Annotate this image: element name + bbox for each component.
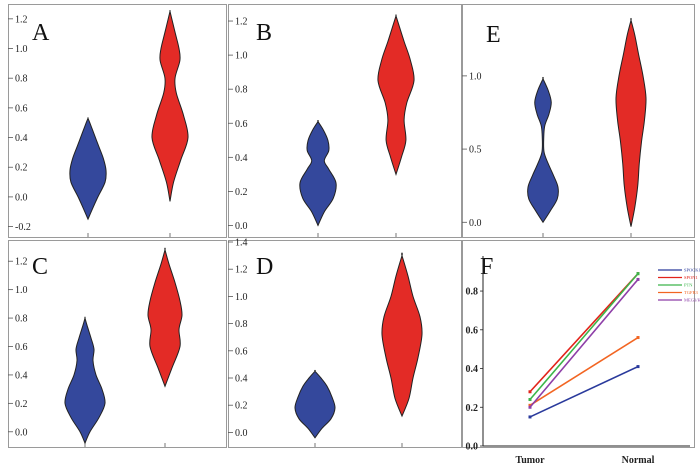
panel-frame [228, 240, 462, 448]
y-tick-label: 0.8 [466, 287, 479, 298]
y-tick-label: 0.2 [235, 187, 248, 198]
panel-F: F 0.0 0.2 0.4 0.6 0.8 Tumor Normal SPOCK1 SPON1 PT… [462, 240, 700, 466]
violin-normal [377, 14, 415, 177]
series-line-meg3h8 [529, 278, 639, 408]
violin-tumor [64, 316, 106, 445]
legend-label: PTN [684, 283, 693, 288]
y-tick-label: 0.8 [15, 74, 28, 85]
series-line-tgfb3 [529, 336, 639, 407]
data-point-spon1-tumor [528, 390, 532, 394]
y-tick-label: 0.4 [235, 374, 248, 385]
y-tick-label: 1.2 [235, 265, 248, 276]
x-tick-label-tumor: Tumor [515, 455, 545, 466]
legend-label: MEG3/H8 [684, 298, 700, 303]
panel-label: E [486, 22, 501, 48]
panel-label: F [480, 254, 493, 280]
y-tick-label: 1.0 [15, 44, 28, 55]
data-point-tgfb3-tumor [528, 403, 532, 407]
panel-B: B 0.0 0.2 0.4 0.6 0.8 1.0 1.2 [228, 4, 462, 238]
y-tick-label: 1.2 [15, 257, 28, 268]
violin-normal [615, 17, 647, 227]
y-tick-label: 0.2 [466, 403, 479, 414]
y-tick-label: 0.0 [235, 428, 248, 439]
y-tick-label: 0.4 [15, 133, 28, 144]
y-tick-label: 0.6 [15, 103, 28, 114]
violin-tumor [294, 369, 336, 439]
panel-frame [462, 240, 695, 448]
legend: SPOCK1 SPON1 PTN TGFB3 MEG3/H8 [658, 268, 700, 303]
y-tick-label: 0.8 [235, 319, 248, 330]
y-tick-label: 0.0 [469, 218, 482, 229]
panel-D: D 0.0 0.2 0.4 0.6 0.8 1.0 1.2 1.4 [228, 238, 462, 448]
data-point-meg3h8-tumor [528, 405, 532, 409]
y-tick-label: 1.2 [15, 14, 28, 25]
panel-frame [462, 4, 695, 238]
y-tick-label: 0.8 [15, 314, 28, 325]
y-tick-label: 0.5 [469, 145, 482, 156]
panel-frame [228, 4, 462, 238]
violin-normal [147, 247, 183, 388]
y-tick-label: 0.4 [15, 370, 28, 381]
y-tick-label: 1.0 [235, 51, 248, 62]
violin-tumor [527, 76, 559, 224]
y-tick-label: 0.4 [466, 364, 479, 375]
y-tick-label: 0.2 [15, 399, 28, 410]
panel-C: C 0.0 0.2 0.4 0.6 0.8 1.0 1.2 [8, 240, 227, 448]
y-tick-label: 0.2 [235, 401, 248, 412]
panel-A: A -0.2 0.0 0.2 0.4 0.6 0.8 1.0 1.2 [8, 4, 227, 238]
y-tick-label: 0.0 [466, 442, 479, 453]
panel-label: C [32, 254, 48, 280]
series-line-spock1 [529, 365, 639, 418]
data-point-meg3h8-normal [636, 277, 640, 281]
y-tick-label: 1.0 [235, 292, 248, 303]
data-point-ptn-tumor [528, 398, 532, 402]
series-line-ptn [529, 273, 639, 401]
data-point-spock1-normal [636, 365, 640, 369]
legend-label: SPON1 [684, 275, 698, 280]
series-line-spon1 [529, 273, 639, 393]
violin-normal [151, 9, 189, 202]
violin-tumor [299, 119, 337, 227]
panel-label: A [32, 20, 50, 46]
y-tick-label: 1.0 [469, 71, 482, 82]
y-tick-label: -0.2 [15, 222, 31, 233]
data-point-spock1-tumor [528, 415, 532, 419]
panel-label: D [256, 254, 273, 280]
y-tick-label: 0.8 [235, 85, 248, 96]
panel-label: B [256, 20, 272, 46]
violin-normal [381, 252, 423, 418]
legend-label: TGFB3 [684, 290, 699, 295]
y-tick-label: 0.6 [235, 346, 248, 357]
panel-frame [8, 4, 227, 238]
y-tick-label: 0.0 [15, 427, 28, 438]
violin-tumor [69, 117, 107, 221]
y-tick-label: 1.4 [235, 238, 248, 249]
y-tick-label: 0.2 [15, 163, 28, 174]
y-tick-label: 0.6 [235, 119, 248, 130]
data-point-tgfb3-normal [636, 336, 640, 340]
y-tick-label: 1.2 [235, 17, 248, 28]
y-tick-label: 0.0 [15, 192, 28, 203]
y-tick-label: 0.0 [235, 221, 248, 232]
x-tick-label-normal: Normal [622, 455, 655, 466]
y-tick-label: 1.0 [15, 285, 28, 296]
data-point-ptn-normal [636, 272, 640, 276]
panel-E: E 0.0 0.5 1.0 [462, 4, 695, 238]
y-tick-label: 0.4 [235, 153, 248, 164]
y-tick-label: 0.6 [15, 342, 28, 353]
legend-label: SPOCK1 [684, 268, 700, 273]
panel-frame [8, 240, 227, 448]
y-tick-label: 0.6 [466, 325, 479, 336]
